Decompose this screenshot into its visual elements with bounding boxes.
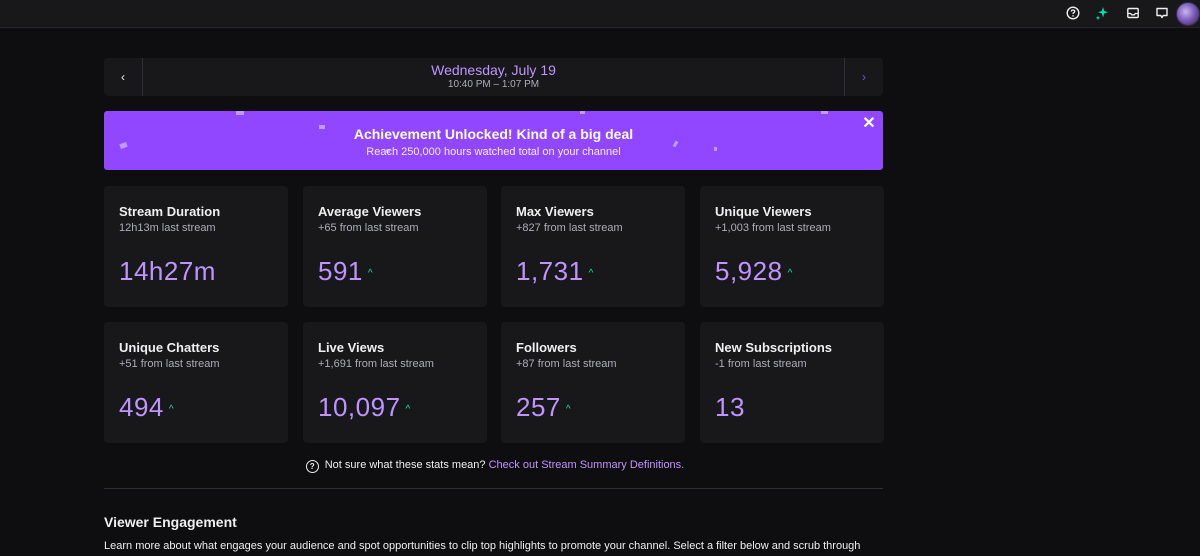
- sparkle-icon[interactable]: [1091, 2, 1113, 24]
- stat-label: Max Viewers: [516, 204, 594, 219]
- whispers-icon[interactable]: [1151, 2, 1173, 24]
- trend-up-icon: ^: [405, 403, 411, 415]
- trend-up-icon: ^: [787, 267, 793, 279]
- stat-card-unique-viewers: Unique Viewers +1,003 from last stream 5…: [700, 186, 884, 307]
- stream-summary-definitions-link[interactable]: Check out Stream Summary Definitions.: [488, 459, 685, 471]
- stat-delta: 12h13m last stream: [119, 222, 216, 234]
- stat-card-max-viewers: Max Viewers +827 from last stream 1,731 ^: [501, 186, 685, 307]
- stat-value: 257: [516, 392, 561, 422]
- stat-delta: +51 from last stream: [119, 358, 220, 370]
- previous-stream-button[interactable]: ‹: [104, 58, 143, 96]
- confetti-piece: [319, 125, 325, 129]
- stat-label: Unique Viewers: [715, 204, 812, 219]
- confetti-piece: [821, 111, 828, 114]
- stat-card-average-viewers: Average Viewers +65 from last stream 591…: [303, 186, 487, 307]
- stat-label: Average Viewers: [318, 204, 422, 219]
- avatar[interactable]: [1176, 2, 1200, 26]
- confetti-piece: [580, 111, 585, 114]
- trend-up-icon: ^: [367, 267, 374, 279]
- achievement-title: Achievement Unlocked! Kind of a big deal: [353, 126, 634, 142]
- stream-date-navigator: ‹ Wednesday, July 19 10:40 PM – 1:07 PM …: [104, 58, 883, 96]
- confetti-piece: [386, 149, 390, 153]
- help-text: Not sure what these stats mean?: [324, 459, 486, 471]
- stat-card-stream-duration: Stream Duration 12h13m last stream 14h27…: [104, 186, 288, 307]
- top-navigation-bar: [0, 0, 1200, 28]
- stat-value: 494: [119, 392, 164, 422]
- stat-value: 13: [715, 392, 745, 422]
- stat-label: Followers: [516, 340, 577, 355]
- confetti-piece: [714, 147, 717, 151]
- stream-date: Wednesday, July 19: [431, 62, 556, 78]
- achievement-banner: Achievement Unlocked! Kind of a big deal…: [104, 111, 883, 170]
- stat-delta: +65 from last stream: [318, 222, 419, 234]
- achievement-description: Reach 250,000 hours watched total on you…: [366, 146, 621, 158]
- section-divider: [104, 488, 883, 489]
- stat-label: Stream Duration: [119, 204, 221, 219]
- stat-value: 591: [318, 256, 363, 286]
- stat-delta: +827 from last stream: [516, 222, 623, 234]
- stat-value: 10,097: [318, 392, 401, 422]
- help-icon[interactable]: [1062, 2, 1084, 24]
- stat-card-live-views: Live Views +1,691 from last stream 10,09…: [303, 322, 487, 443]
- trend-up-icon: ^: [168, 403, 175, 415]
- confetti-piece: [236, 111, 244, 115]
- chevron-right-icon: ›: [862, 70, 866, 84]
- question-icon: ?: [305, 460, 319, 473]
- stat-delta: +1,003 from last stream: [715, 222, 831, 234]
- trend-up-icon: ^: [588, 267, 594, 279]
- close-icon[interactable]: ✕: [862, 115, 876, 132]
- stat-card-new-subscriptions: New Subscriptions -1 from last stream 13: [700, 322, 884, 443]
- stat-delta: +87 from last stream: [516, 358, 617, 370]
- next-stream-button[interactable]: ›: [844, 58, 883, 96]
- stat-label: Unique Chatters: [119, 340, 220, 355]
- stream-time-range: 10:40 PM – 1:07 PM: [447, 79, 540, 90]
- stat-delta: +1,691 from last stream: [318, 358, 434, 370]
- trend-up-icon: ^: [565, 403, 572, 415]
- stat-label: Live Views: [318, 340, 385, 355]
- stat-value: 5,928: [715, 256, 783, 286]
- stat-value: 1,731: [516, 256, 584, 286]
- viewer-engagement-heading: Viewer Engagement: [104, 514, 237, 530]
- chevron-left-icon: ‹: [121, 70, 125, 84]
- stat-label: New Subscriptions: [715, 340, 833, 355]
- stat-value: 14h27m: [119, 256, 216, 286]
- viewer-engagement-description: Learn more about what engages your audie…: [104, 540, 861, 552]
- stat-card-unique-chatters: Unique Chatters +51 from last stream 494…: [104, 322, 288, 443]
- stats-help-line: ? Not sure what these stats mean? Check o…: [0, 459, 990, 473]
- stat-delta: -1 from last stream: [715, 358, 807, 370]
- inbox-icon[interactable]: [1122, 2, 1144, 24]
- stat-card-followers: Followers +87 from last stream 257 ^: [501, 322, 685, 443]
